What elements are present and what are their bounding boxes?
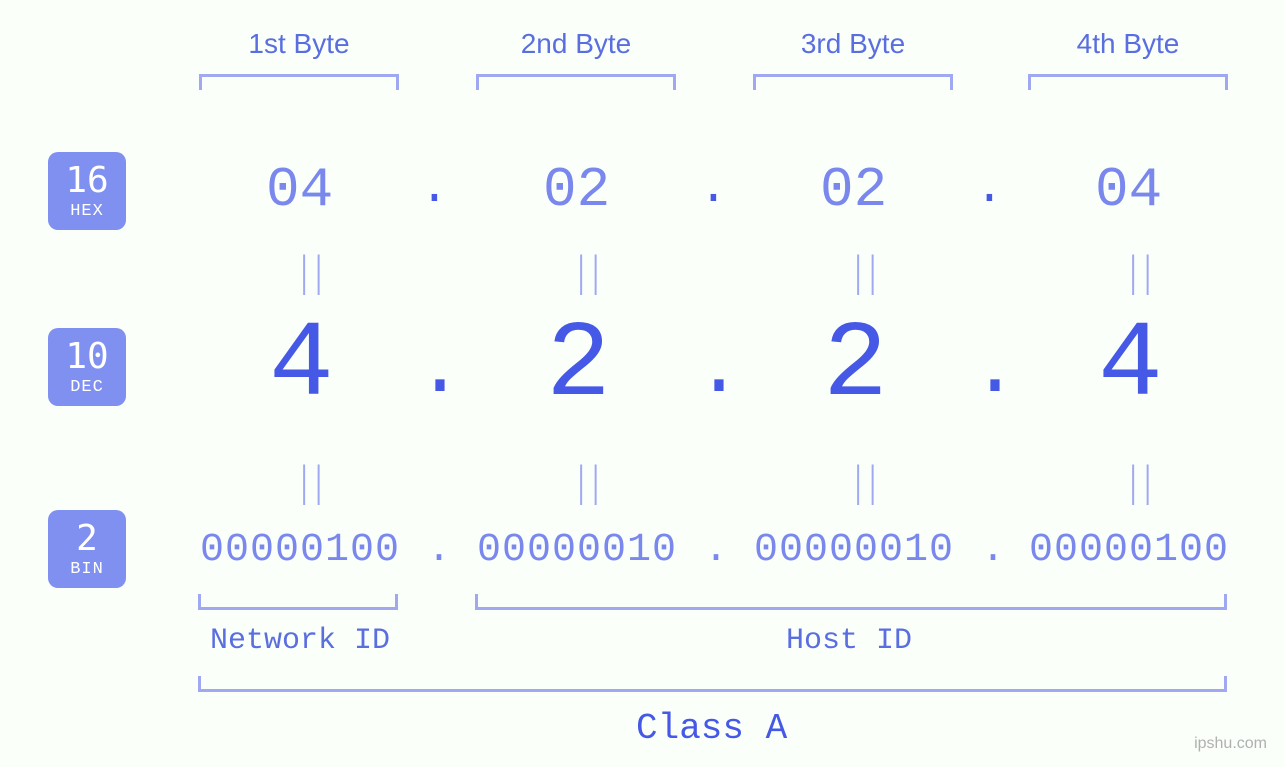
bin-byte-2: 00000010 [477,528,677,573]
bin-dot-1: . [427,528,451,573]
bin-byte-1: 00000100 [200,528,400,573]
hex-byte-3: 02 [820,158,887,222]
byte-header-3: 3rd Byte [793,28,913,60]
hex-dot-3: . [975,162,1004,216]
badge-bin-num: 2 [76,521,98,557]
bracket-network [198,594,398,610]
byte-header-1: 1st Byte [239,28,359,60]
eq-hex-dec-1: || [297,250,326,300]
bin-dot-2: . [704,528,728,573]
badge-bin: 2 BIN [48,510,126,588]
dec-byte-1: 4 [269,305,334,427]
dec-dot-2: . [695,325,743,416]
bin-byte-3: 00000010 [754,528,954,573]
bracket-byte-3 [753,74,953,90]
eq-dec-bin-1: || [297,460,326,510]
bin-dot-3: . [981,528,1005,573]
dec-byte-2: 2 [546,305,611,427]
bracket-host [475,594,1227,610]
hex-dot-1: . [420,162,449,216]
badge-dec: 10 DEC [48,328,126,406]
eq-hex-dec-2: || [574,250,603,300]
dec-byte-3: 2 [823,305,888,427]
eq-hex-dec-3: || [851,250,880,300]
dec-dot-3: . [971,325,1019,416]
badge-bin-label: BIN [70,561,104,578]
badge-dec-label: DEC [70,379,104,396]
badge-dec-num: 10 [65,339,108,375]
eq-dec-bin-4: || [1126,460,1155,510]
bracket-byte-4 [1028,74,1228,90]
hex-byte-1: 04 [266,158,333,222]
eq-hex-dec-4: || [1126,250,1155,300]
bracket-class [198,676,1227,692]
hex-dot-2: . [699,162,728,216]
byte-header-4: 4th Byte [1068,28,1188,60]
watermark: ipshu.com [1194,735,1267,753]
eq-dec-bin-2: || [574,460,603,510]
badge-hex: 16 HEX [48,152,126,230]
bracket-byte-2 [476,74,676,90]
label-class: Class A [636,708,787,749]
bracket-byte-1 [199,74,399,90]
label-network-id: Network ID [210,624,390,658]
label-host-id: Host ID [786,624,912,658]
hex-byte-2: 02 [543,158,610,222]
badge-hex-label: HEX [70,203,104,220]
byte-header-2: 2nd Byte [516,28,636,60]
badge-hex-num: 16 [65,163,108,199]
dec-byte-4: 4 [1098,305,1163,427]
bin-byte-4: 00000100 [1029,528,1229,573]
hex-byte-4: 04 [1095,158,1162,222]
dec-dot-1: . [416,325,464,416]
eq-dec-bin-3: || [851,460,880,510]
